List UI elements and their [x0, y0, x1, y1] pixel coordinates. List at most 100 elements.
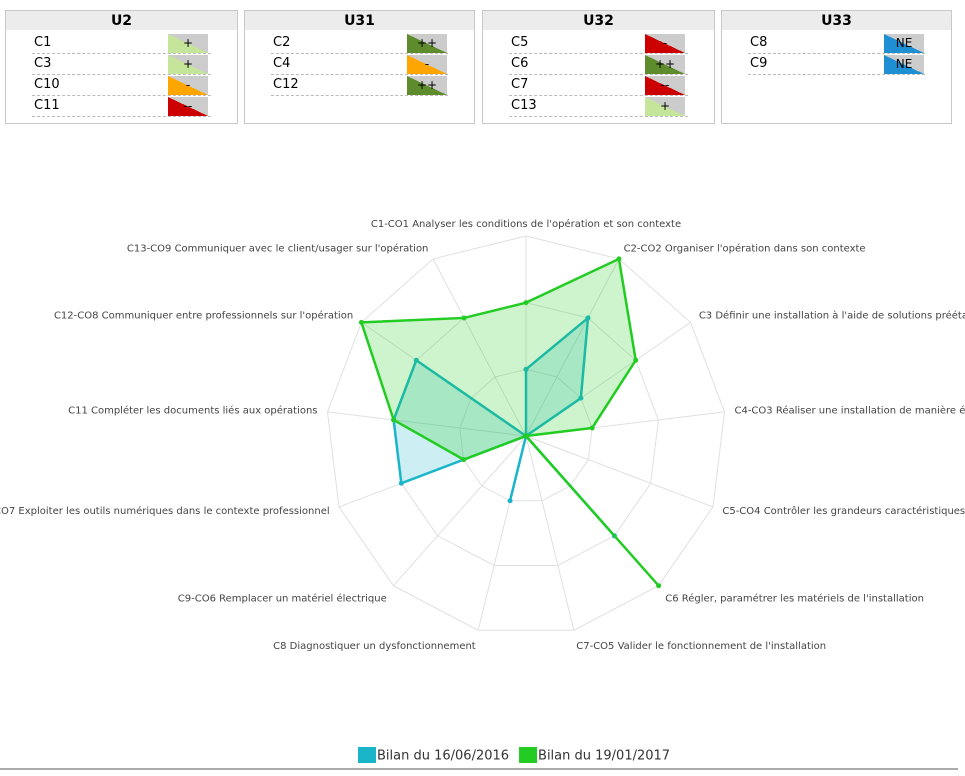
competence-row: C6 ++: [509, 54, 688, 75]
competence-code: C8: [750, 35, 768, 50]
grade-badge: NE: [884, 55, 924, 74]
competence-code: C4: [273, 56, 291, 71]
grade-badge: -: [645, 34, 685, 53]
axis-label: C8 Diagnostiquer un dysfonctionnement: [273, 641, 476, 652]
axis-label: C4-CO3 Réaliser une installation de mani…: [734, 404, 965, 416]
competence-row: C7 --: [509, 75, 688, 96]
competence-code: C3: [34, 56, 52, 71]
competence-code: C9: [750, 56, 768, 71]
grade-label: ++: [416, 78, 438, 92]
axis-label: C7-CO5 Valider le fonctionnement de l'in…: [576, 641, 826, 652]
axis-label: C5-CO4 Contrôler les grandeurs caractéri…: [722, 505, 965, 517]
axis-label: C3 Définir une installation à l'aide de …: [699, 310, 965, 322]
data-point: [413, 357, 419, 363]
competence-row: C2 ++: [271, 33, 448, 54]
grade-label: -: [185, 78, 191, 92]
competence-row: C3 +: [32, 54, 211, 75]
grade-label: --: [660, 78, 670, 92]
legend-swatch: [519, 747, 538, 763]
competence-code: C10: [34, 77, 60, 92]
series-area: [359, 257, 660, 587]
spoke: [525, 435, 575, 631]
grade-label: -: [424, 57, 430, 71]
legend-label: Bilan du 16/06/2016: [377, 749, 509, 764]
data-point: [578, 395, 584, 401]
legend-swatch: [358, 747, 376, 763]
grade-label: NE: [895, 36, 913, 50]
axis-label: C1-CO1 Analyser les conditions de l'opér…: [371, 218, 681, 230]
grid-ring: [459, 368, 593, 502]
grade-badge: ++: [407, 76, 447, 95]
panel: U32 C5 - C6 ++ C7 -- C13 +: [482, 10, 715, 124]
grade-label: NE: [895, 57, 913, 71]
competence-code: C11: [34, 98, 60, 113]
legend-label: Bilan du 19/01/2017: [538, 749, 670, 764]
competence-row: C8 NE: [748, 33, 925, 54]
competence-code: C13: [511, 98, 537, 113]
grade-badge: NE: [884, 34, 924, 53]
data-point: [358, 319, 364, 325]
grade-badge: --: [645, 76, 685, 95]
axis-label: C2-CO2 Organiser l'opération dans son co…: [624, 242, 866, 254]
competence-row: C4 -: [271, 54, 448, 75]
grade-badge: -: [168, 76, 208, 95]
competence-row: C9 NE: [748, 54, 925, 75]
panel-title: U31: [245, 11, 474, 30]
competence-code: C7: [511, 77, 529, 92]
axis-label: C6 Régler, paramétrer les matériels de l…: [665, 593, 924, 605]
data-point: [461, 457, 467, 463]
axis-label: C9-CO6 Remplacer un matériel électrique: [178, 593, 387, 605]
data-point: [391, 417, 397, 423]
data-point: [507, 498, 513, 504]
competence-row: C1 +: [32, 33, 211, 54]
grade-label: ++: [416, 36, 438, 50]
competence-code: C12: [273, 77, 299, 92]
panel-title: U33: [722, 11, 951, 30]
data-point: [523, 300, 529, 306]
data-point: [585, 315, 591, 321]
panel: U31 C2 ++ C4 - C12 ++: [244, 10, 475, 124]
competence-code: C1: [34, 35, 52, 50]
panel: U33 C8 NE C9 NE: [721, 10, 952, 124]
competence-row: C12 ++: [271, 75, 448, 96]
axis-label: C13-CO9 Communiquer avec le client/usage…: [127, 242, 429, 254]
data-point: [616, 256, 622, 262]
grade-label: +: [659, 99, 671, 113]
spoke: [327, 411, 527, 437]
competence-row: C11 --: [32, 96, 211, 117]
axis-label: C12-CO8 Communiquer entre professionnels…: [54, 310, 353, 322]
grade-badge: ++: [407, 34, 447, 53]
data-point: [656, 583, 662, 589]
spoke: [525, 258, 620, 437]
grade-label: --: [183, 99, 193, 113]
spoke: [432, 258, 527, 437]
grid-ring: [326, 235, 726, 631]
spoke: [393, 435, 527, 587]
axis-label: C10-CO7 Exploiter les outils numériques …: [0, 505, 330, 517]
grade-badge: +: [168, 55, 208, 74]
data-point: [398, 480, 404, 486]
grade-badge: -: [407, 55, 447, 74]
grade-badge: --: [168, 97, 208, 116]
panel-title: U32: [483, 11, 714, 30]
spoke: [525, 435, 714, 508]
competence-code: C2: [273, 35, 291, 50]
grade-badge: +: [645, 97, 685, 116]
competence-row: C10 -: [32, 75, 211, 96]
data-point: [589, 425, 595, 431]
grade-label: +: [182, 57, 194, 71]
panel-title: U2: [6, 11, 237, 30]
grade-label: ++: [654, 57, 676, 71]
grade-label: -: [662, 36, 668, 50]
competence-row: C13 +: [509, 96, 688, 117]
data-point: [633, 357, 639, 363]
grade-badge: ++: [645, 55, 685, 74]
grade-badge: +: [168, 34, 208, 53]
axis-label: C11 Compléter les documents liés aux opé…: [68, 404, 317, 416]
panel: U2 C1 + C3 + C10 - C11 --: [5, 10, 238, 124]
competence-code: C5: [511, 35, 529, 50]
grade-label: +: [182, 36, 194, 50]
data-point: [461, 315, 467, 321]
